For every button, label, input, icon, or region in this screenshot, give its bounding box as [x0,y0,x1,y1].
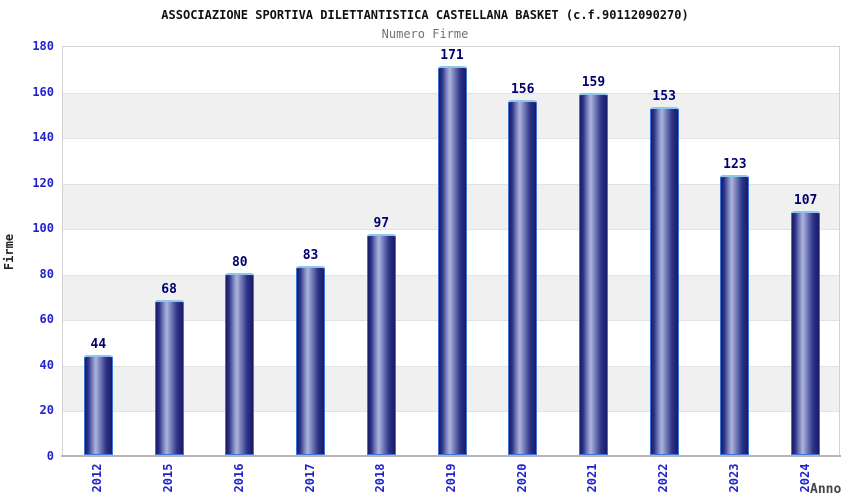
y-tick-label: 40 [39,357,54,372]
bar-value-label: 83 [302,247,319,263]
x-tick-label: 2015 [161,463,176,493]
y-tick-label: 160 [32,84,54,99]
x-tick-label: 2020 [514,463,529,493]
x-tick-label: 2023 [726,463,741,493]
x-axis-line [61,455,841,457]
bar-2019 [437,65,467,455]
bar-2018 [366,234,396,455]
bar-2015 [154,300,184,455]
y-tick-label: 140 [32,130,54,145]
y-tick-label: 0 [46,449,54,463]
x-axis-label: Anno [810,482,842,497]
bar-value-label: 44 [90,336,107,352]
chart-title: ASSOCIAZIONE SPORTIVA DILETTANTISTICA CA… [161,8,689,22]
bar-2022 [649,106,679,455]
x-tick-label: 2022 [656,463,671,493]
bar-value-label: 68 [161,282,177,298]
bar-value-label: 156 [510,81,535,97]
bar-2021 [578,92,608,455]
plot-area: 44 68 80 83 97 171 156 159 153 123 107 [62,46,840,457]
bar-2012 [83,354,113,455]
x-tick-label: 2017 [302,463,317,493]
y-tick-label: 60 [39,312,54,327]
x-tick-label: 2016 [231,463,246,493]
bar-value-label: 159 [581,74,606,90]
x-tick-label: 2019 [444,463,458,493]
x-tick-label: 2021 [585,463,600,493]
bar-2016 [225,272,255,455]
bar-value-label: 97 [373,216,390,232]
bar-value-label: 123 [723,156,747,172]
bar-value-label: 80 [231,254,248,270]
bar-2017 [296,265,326,455]
y-tick-label: 100 [32,221,54,236]
chart-subtitle: Numero Firme [381,27,469,41]
x-tick-label: 2012 [90,463,105,493]
bar-value-label: 171 [440,47,464,63]
bar-value-label: 153 [652,88,676,104]
y-tick-label: 20 [39,403,54,418]
bar-2024 [791,211,821,455]
y-tick-label: 120 [32,175,54,190]
bar-value-label: 107 [793,193,818,209]
bar-2023 [720,174,750,455]
y-tick-label: 80 [39,266,54,281]
x-tick-label: 2018 [373,463,388,493]
y-tick-label: 180 [32,39,54,53]
bar-2020 [508,99,538,455]
